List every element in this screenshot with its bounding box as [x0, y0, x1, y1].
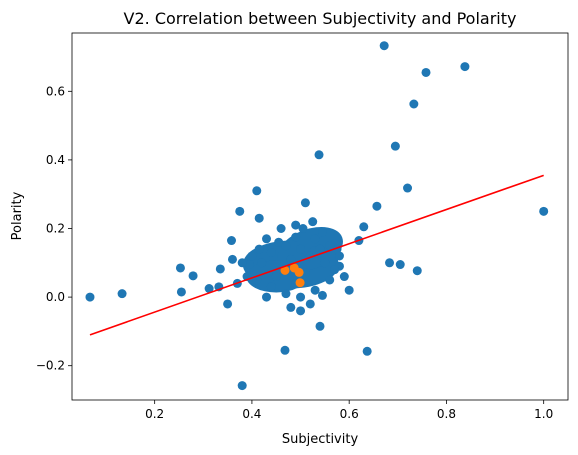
- scatter-point: [286, 254, 296, 264]
- scatter-point: [227, 254, 237, 264]
- scatter-point: [310, 234, 320, 244]
- plot-frame: [71, 32, 569, 401]
- x-axis-ticks: 0.2 0.4 0.6 0.8 1.0: [145, 400, 553, 421]
- scatter-point: [362, 346, 372, 356]
- x-tick-label: 0.4: [242, 407, 261, 421]
- scatter-point: [291, 220, 301, 230]
- scatter-point: [281, 241, 291, 251]
- scatter-point: [315, 244, 325, 254]
- scatter-point: [339, 272, 349, 282]
- scatter-point: [244, 260, 254, 270]
- scatter-point: [85, 292, 95, 302]
- x-tick-label: 0.2: [145, 407, 164, 421]
- scatter-point: [296, 244, 306, 254]
- scatter-point: [317, 227, 327, 237]
- scatter-point: [412, 266, 422, 276]
- chart-title: V2. Correlation between Subjectivity and…: [124, 9, 517, 28]
- highlight-point: [294, 267, 304, 277]
- scatter-point: [266, 248, 276, 258]
- scatter-point: [223, 299, 233, 309]
- scatter-point: [175, 263, 185, 273]
- scatter-point: [262, 292, 272, 302]
- y-tick-label: 0.2: [46, 222, 65, 236]
- highlight-point: [295, 278, 305, 288]
- scatter-point: [308, 217, 318, 227]
- regression-line: [89, 174, 544, 336]
- scatter-point: [409, 99, 419, 109]
- scatter-point: [372, 201, 382, 211]
- scatter-point: [539, 206, 549, 216]
- scatter-point: [385, 258, 395, 268]
- scatter-point: [257, 258, 267, 268]
- highlight-point: [280, 265, 290, 275]
- scatter-point: [237, 258, 247, 268]
- x-tick-label: 0.8: [437, 407, 456, 421]
- scatter-point: [296, 292, 306, 302]
- scatter-point: [310, 285, 320, 295]
- scatter-point: [334, 251, 344, 261]
- scatter-point: [298, 224, 308, 234]
- scatter-point: [247, 251, 257, 261]
- scatter-point: [254, 213, 264, 223]
- scatter-point: [226, 236, 236, 246]
- scatter-point: [276, 224, 286, 234]
- scatter-point: [176, 287, 186, 297]
- scatter-point: [117, 289, 127, 299]
- y-axis-ticks: −0.2 0.0 0.2 0.4 0.6: [36, 84, 72, 373]
- scatter-point: [280, 345, 290, 355]
- scatter-point: [271, 272, 281, 282]
- scatter-point: [379, 41, 389, 51]
- scatter-point: [237, 381, 247, 391]
- scatter-point: [252, 186, 262, 196]
- y-tick-label: 0.6: [46, 84, 65, 98]
- scatter-point: [320, 258, 330, 268]
- scatter-point: [254, 244, 264, 254]
- scatter-point: [305, 299, 315, 309]
- x-tick-label: 0.6: [340, 407, 359, 421]
- scatter-point: [359, 222, 369, 232]
- highlight-points-layer: [280, 263, 305, 288]
- y-tick-label: 0.4: [46, 153, 65, 167]
- scatter-point: [262, 234, 272, 244]
- scatter-point: [460, 62, 470, 72]
- scatter-point: [296, 306, 306, 316]
- scatter-point: [281, 289, 291, 299]
- scatter-point: [300, 198, 310, 208]
- scatter-point: [314, 150, 324, 160]
- scatter-point: [274, 237, 284, 247]
- scatter-point: [188, 271, 198, 281]
- scatter-point: [204, 284, 214, 294]
- scatter-point: [325, 275, 335, 285]
- scatter-point: [403, 183, 413, 193]
- y-axis-label: Polarity: [10, 191, 25, 240]
- scatter-point: [317, 290, 327, 300]
- scatter-point: [421, 67, 431, 77]
- x-axis-label: Subjectivity: [282, 432, 359, 447]
- y-tick-label: 0.0: [46, 290, 65, 304]
- scatter-point: [286, 302, 296, 312]
- scatter-point: [215, 264, 225, 274]
- points-layer: [85, 41, 549, 391]
- fit-line-layer: [89, 174, 544, 336]
- scatter-point: [330, 265, 340, 275]
- scatter-point: [325, 241, 335, 251]
- scatter-point: [390, 141, 400, 151]
- scatter-point: [235, 206, 245, 216]
- scatter-point: [344, 285, 354, 295]
- scatter-point: [315, 321, 325, 331]
- y-tick-label: −0.2: [36, 359, 65, 373]
- scatter-point: [395, 260, 405, 270]
- x-tick-label: 1.0: [534, 407, 553, 421]
- scatter-point: [266, 282, 276, 292]
- scatter-point: [291, 232, 301, 242]
